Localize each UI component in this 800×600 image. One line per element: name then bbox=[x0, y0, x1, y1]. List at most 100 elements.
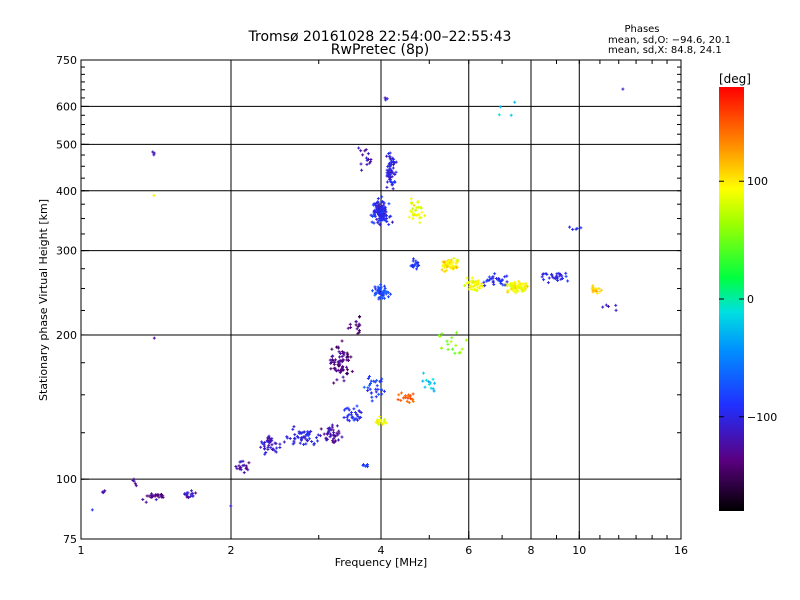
data-point bbox=[454, 343, 458, 347]
data-point bbox=[151, 150, 155, 154]
data-point bbox=[379, 283, 383, 287]
data-point bbox=[189, 492, 193, 496]
data-point bbox=[356, 332, 360, 336]
data-point bbox=[379, 287, 383, 291]
data-point bbox=[385, 217, 389, 221]
data-point bbox=[385, 168, 389, 172]
data-point bbox=[407, 401, 411, 405]
data-point bbox=[396, 398, 400, 402]
data-point bbox=[369, 160, 373, 164]
data-point bbox=[357, 146, 361, 150]
data-point bbox=[379, 213, 383, 217]
data-point bbox=[332, 362, 336, 366]
data-point bbox=[467, 287, 471, 291]
data-point bbox=[375, 378, 379, 382]
data-point bbox=[345, 371, 349, 375]
data-point bbox=[327, 430, 331, 434]
data-point bbox=[465, 281, 469, 285]
data-point bbox=[511, 285, 515, 289]
data-point bbox=[348, 322, 352, 326]
data-point bbox=[599, 288, 603, 292]
data-point bbox=[597, 287, 601, 291]
data-point bbox=[397, 393, 401, 397]
data-point bbox=[347, 412, 351, 416]
data-point bbox=[595, 292, 599, 296]
x-axis-label: Frequency [MHz] bbox=[335, 556, 427, 569]
data-point bbox=[384, 214, 388, 218]
data-point bbox=[492, 282, 496, 286]
data-point bbox=[263, 446, 267, 450]
data-point bbox=[305, 433, 309, 437]
data-point bbox=[337, 350, 341, 354]
data-point bbox=[413, 263, 417, 267]
data-point bbox=[370, 391, 374, 395]
data-point bbox=[454, 331, 458, 335]
data-point bbox=[295, 434, 299, 438]
data-point bbox=[382, 418, 386, 422]
data-point bbox=[388, 151, 392, 155]
data-point bbox=[411, 213, 415, 217]
data-point bbox=[376, 387, 380, 391]
data-point bbox=[363, 149, 367, 153]
data-point bbox=[242, 471, 246, 475]
data-point bbox=[387, 177, 391, 181]
data-point bbox=[383, 421, 387, 425]
data-point bbox=[614, 308, 618, 312]
data-point bbox=[319, 427, 323, 431]
data-point bbox=[491, 275, 495, 279]
data-point bbox=[376, 221, 380, 225]
data-point bbox=[338, 359, 342, 363]
data-point bbox=[145, 494, 149, 498]
data-point bbox=[330, 358, 334, 362]
data-point bbox=[517, 283, 521, 287]
data-point bbox=[189, 489, 193, 493]
data-point bbox=[457, 351, 461, 355]
data-point bbox=[505, 274, 509, 278]
data-point bbox=[579, 226, 583, 230]
data-point bbox=[161, 495, 165, 499]
data-point bbox=[374, 420, 378, 424]
data-point bbox=[329, 361, 333, 365]
data-point bbox=[342, 379, 346, 383]
data-point bbox=[414, 213, 418, 217]
data-point bbox=[149, 493, 153, 497]
data-point bbox=[387, 152, 391, 156]
data-point bbox=[391, 187, 395, 191]
phases-legend-o-mode: mean, sd,O: −94.6, 20.1 bbox=[608, 35, 731, 46]
data-point bbox=[336, 368, 340, 372]
data-point bbox=[329, 434, 333, 438]
data-point bbox=[454, 261, 458, 265]
data-point bbox=[384, 292, 388, 296]
data-point bbox=[547, 276, 551, 280]
data-point bbox=[393, 172, 397, 176]
data-point bbox=[266, 436, 270, 440]
data-point bbox=[100, 490, 104, 494]
data-point bbox=[380, 392, 384, 396]
x-tick-label: 8 bbox=[528, 544, 535, 557]
data-point bbox=[509, 284, 513, 288]
data-point bbox=[385, 171, 389, 175]
data-point bbox=[302, 442, 306, 446]
data-point bbox=[307, 437, 311, 441]
data-point bbox=[332, 437, 336, 441]
data-point bbox=[411, 207, 415, 211]
data-point bbox=[411, 392, 415, 396]
data-point bbox=[305, 439, 309, 443]
data-point bbox=[324, 438, 328, 442]
data-point bbox=[349, 355, 353, 359]
data-point bbox=[325, 432, 329, 436]
data-point bbox=[493, 272, 497, 276]
data-point bbox=[385, 97, 389, 101]
data-point bbox=[376, 285, 380, 289]
data-point bbox=[387, 223, 391, 227]
phases-legend-title: Phases bbox=[624, 24, 659, 35]
data-point bbox=[405, 399, 409, 403]
data-point bbox=[265, 439, 269, 443]
data-point bbox=[419, 216, 423, 220]
data-point bbox=[376, 418, 380, 422]
data-point bbox=[345, 365, 349, 369]
data-point bbox=[523, 288, 527, 292]
data-point bbox=[336, 346, 340, 350]
data-point bbox=[477, 281, 481, 285]
